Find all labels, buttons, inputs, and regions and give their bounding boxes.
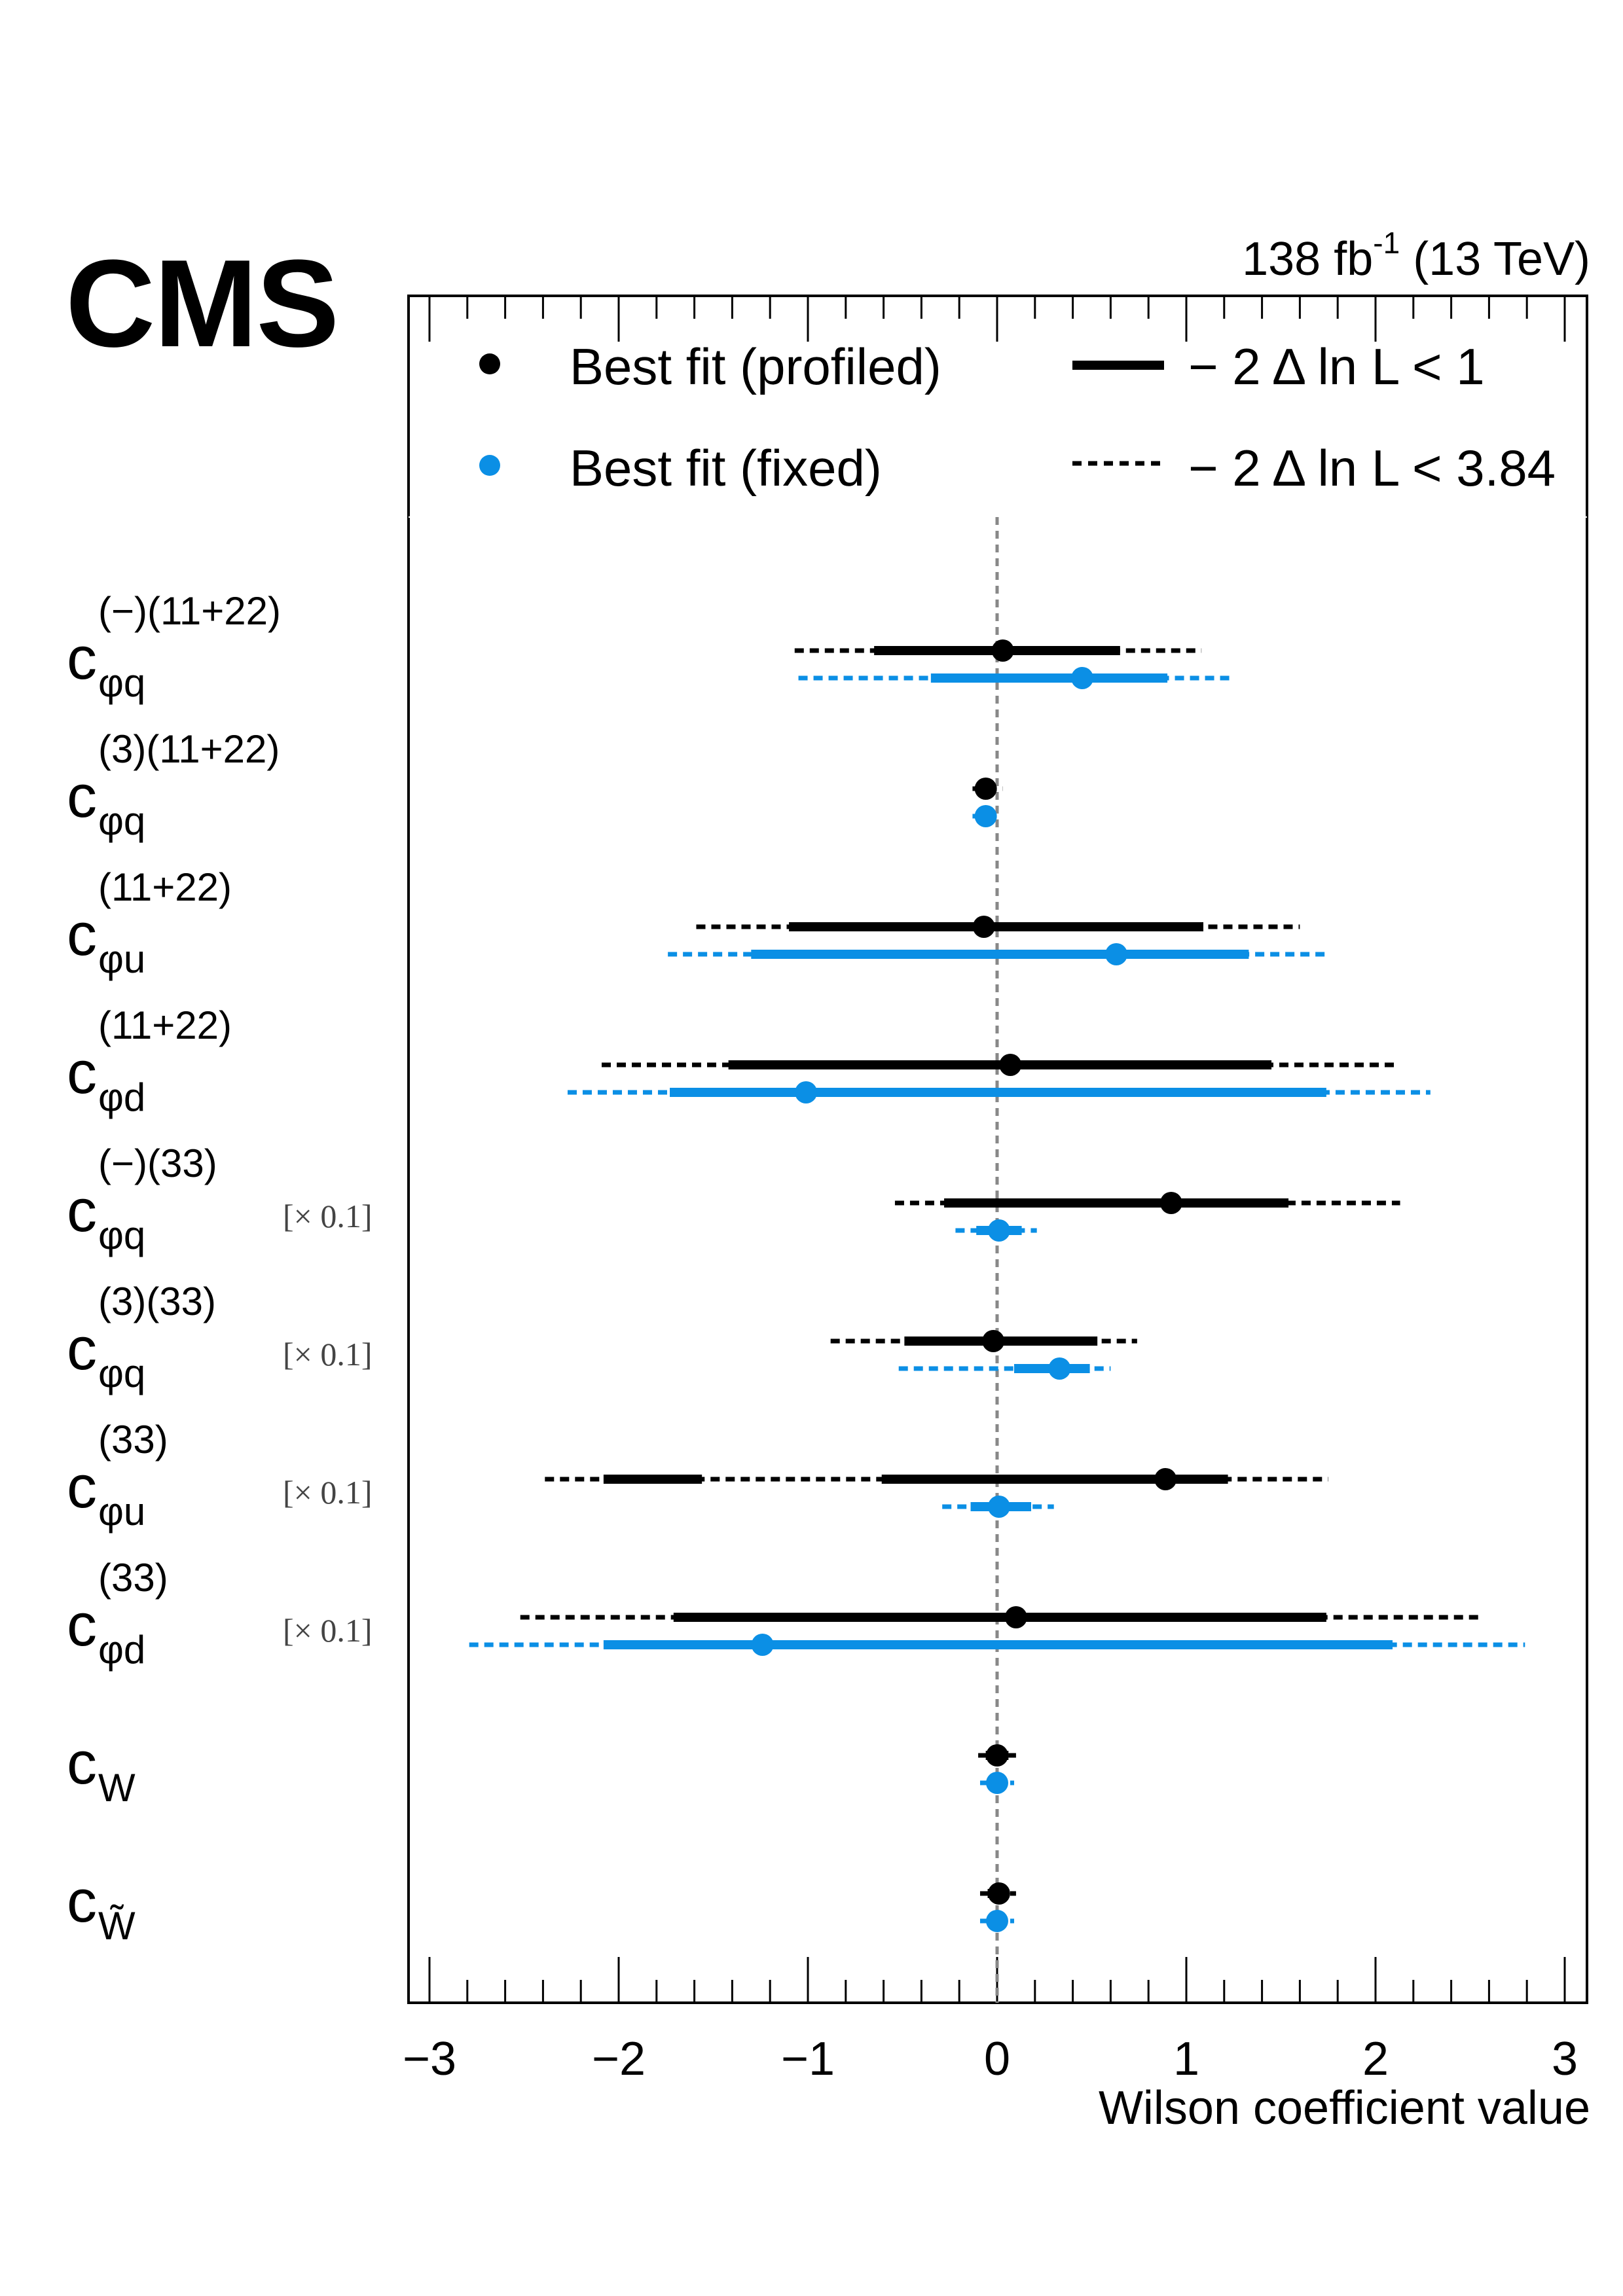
- best-fit-point-fixed: [986, 1772, 1008, 1794]
- legend-marker-profiled: [479, 353, 500, 374]
- coefficient-subscript: W̃: [98, 1904, 136, 1948]
- coefficient-superscript: (11+22): [98, 865, 232, 909]
- best-fit-point-fixed: [795, 1081, 818, 1103]
- coefficient-superscript: (−)(11+22): [98, 589, 282, 633]
- row-label: c (−)(33) φq: [67, 1144, 217, 1255]
- x-axis-label: Wilson coefficient value: [1098, 2082, 1590, 2134]
- legend-label-fixed: Best fit (fixed): [570, 439, 882, 497]
- lumi-exponent: -1: [1373, 226, 1400, 260]
- coefficient-superscript: (11+22): [98, 1003, 232, 1047]
- legend-marker-fixed: [479, 455, 500, 476]
- best-fit-point-profiled: [982, 1330, 1005, 1352]
- coefficient-subscript: φu: [98, 1490, 146, 1534]
- coefficient-subscript: φd: [98, 1075, 146, 1119]
- legend-label-ninetyfive: − 2 Δ ln L < 3.84: [1188, 439, 1556, 497]
- coefficient-subscript: φu: [98, 937, 146, 981]
- best-fit-point-profiled: [1154, 1468, 1177, 1490]
- coefficient-superscript: (3)(33): [98, 1280, 217, 1323]
- best-fit-point-fixed: [974, 805, 997, 827]
- best-fit-point-profiled: [991, 639, 1014, 662]
- coefficient-superscript: (3)(11+22): [98, 727, 280, 771]
- row-label: c (11+22) φd: [67, 1006, 232, 1117]
- coefficient-subscript: W: [98, 1766, 136, 1810]
- scale-note: [× 0.1]: [283, 1198, 373, 1234]
- coefficient-subscript: φd: [98, 1628, 146, 1672]
- best-fit-point-profiled: [999, 1054, 1022, 1076]
- coefficient-superscript: (33): [98, 1418, 168, 1462]
- scale-note: [× 0.1]: [283, 1474, 373, 1511]
- data-layer: [469, 639, 1525, 1932]
- x-tick-label: 0: [984, 2033, 1010, 2085]
- row-label: c (11+22) φu: [67, 868, 232, 979]
- scale-note: [× 0.1]: [283, 1612, 373, 1649]
- row-label: c (3)(11+22) φq: [67, 730, 280, 841]
- coefficient-symbol: c: [67, 763, 97, 830]
- row-label: c (33) φu: [67, 1420, 168, 1532]
- best-fit-point-fixed: [1071, 667, 1094, 689]
- coefficient-subscript: φq: [98, 799, 146, 843]
- coefficient-symbol: c: [67, 1454, 97, 1520]
- coefficient-subscript: φq: [98, 1213, 146, 1257]
- luminosity-label: 138 fb-1 (13 TeV): [1242, 226, 1590, 286]
- energy-value: (13 TeV): [1400, 233, 1590, 285]
- best-fit-point-fixed: [1105, 943, 1128, 965]
- coefficient-symbol: c: [67, 1316, 97, 1382]
- coefficient-symbol: c: [67, 1177, 97, 1244]
- best-fit-point-profiled: [1159, 1192, 1182, 1214]
- x-tick-label: −1: [781, 2033, 835, 2085]
- coefficient-subscript: φq: [98, 661, 146, 705]
- best-fit-point-profiled: [1004, 1606, 1027, 1628]
- legend-label-one-sigma: − 2 Δ ln L < 1: [1188, 338, 1485, 395]
- cms-logo: CMS: [65, 234, 339, 373]
- coefficient-symbol: c: [67, 625, 97, 692]
- row-label: c (33) φd: [67, 1558, 168, 1670]
- row-label: c W̃: [67, 1871, 136, 1946]
- best-fit-point-fixed: [987, 1219, 1010, 1242]
- coefficient-superscript: (−)(33): [98, 1141, 217, 1185]
- best-fit-point-profiled: [986, 1744, 1008, 1767]
- best-fit-point-fixed: [986, 1910, 1008, 1932]
- best-fit-point-profiled: [972, 916, 995, 938]
- x-tick-label: −2: [592, 2033, 646, 2085]
- x-tick-label: 3: [1552, 2033, 1578, 2085]
- row-label: c (3)(33) φq: [67, 1282, 216, 1393]
- plot-frame: −3 −2 −1 0 1 2 3: [403, 295, 1588, 2085]
- best-fit-point-fixed: [987, 1496, 1010, 1518]
- coefficient-symbol: c: [67, 1868, 97, 1935]
- x-tick-label: 2: [1362, 2033, 1389, 2085]
- lumi-value: 138 fb: [1242, 233, 1374, 285]
- x-tick-label: −3: [403, 2033, 456, 2085]
- legend-label-profiled: Best fit (profiled): [570, 338, 941, 395]
- coefficient-symbol: c: [67, 901, 97, 968]
- row-label: c (−)(11+22) φq: [67, 592, 281, 703]
- best-fit-point-profiled: [987, 1882, 1010, 1905]
- coefficient-subscript: φq: [98, 1352, 146, 1395]
- legend: [479, 353, 1164, 476]
- best-fit-point-fixed: [1048, 1357, 1071, 1380]
- scale-note: [× 0.1]: [283, 1336, 373, 1372]
- best-fit-point-profiled: [974, 778, 997, 800]
- coefficient-superscript: (33): [98, 1556, 168, 1600]
- coefficient-symbol: c: [67, 1592, 97, 1659]
- x-tick-label: 1: [1173, 2033, 1199, 2085]
- coefficient-symbol: c: [67, 1039, 97, 1106]
- best-fit-point-fixed: [751, 1634, 774, 1656]
- coefficient-symbol: c: [67, 1730, 97, 1797]
